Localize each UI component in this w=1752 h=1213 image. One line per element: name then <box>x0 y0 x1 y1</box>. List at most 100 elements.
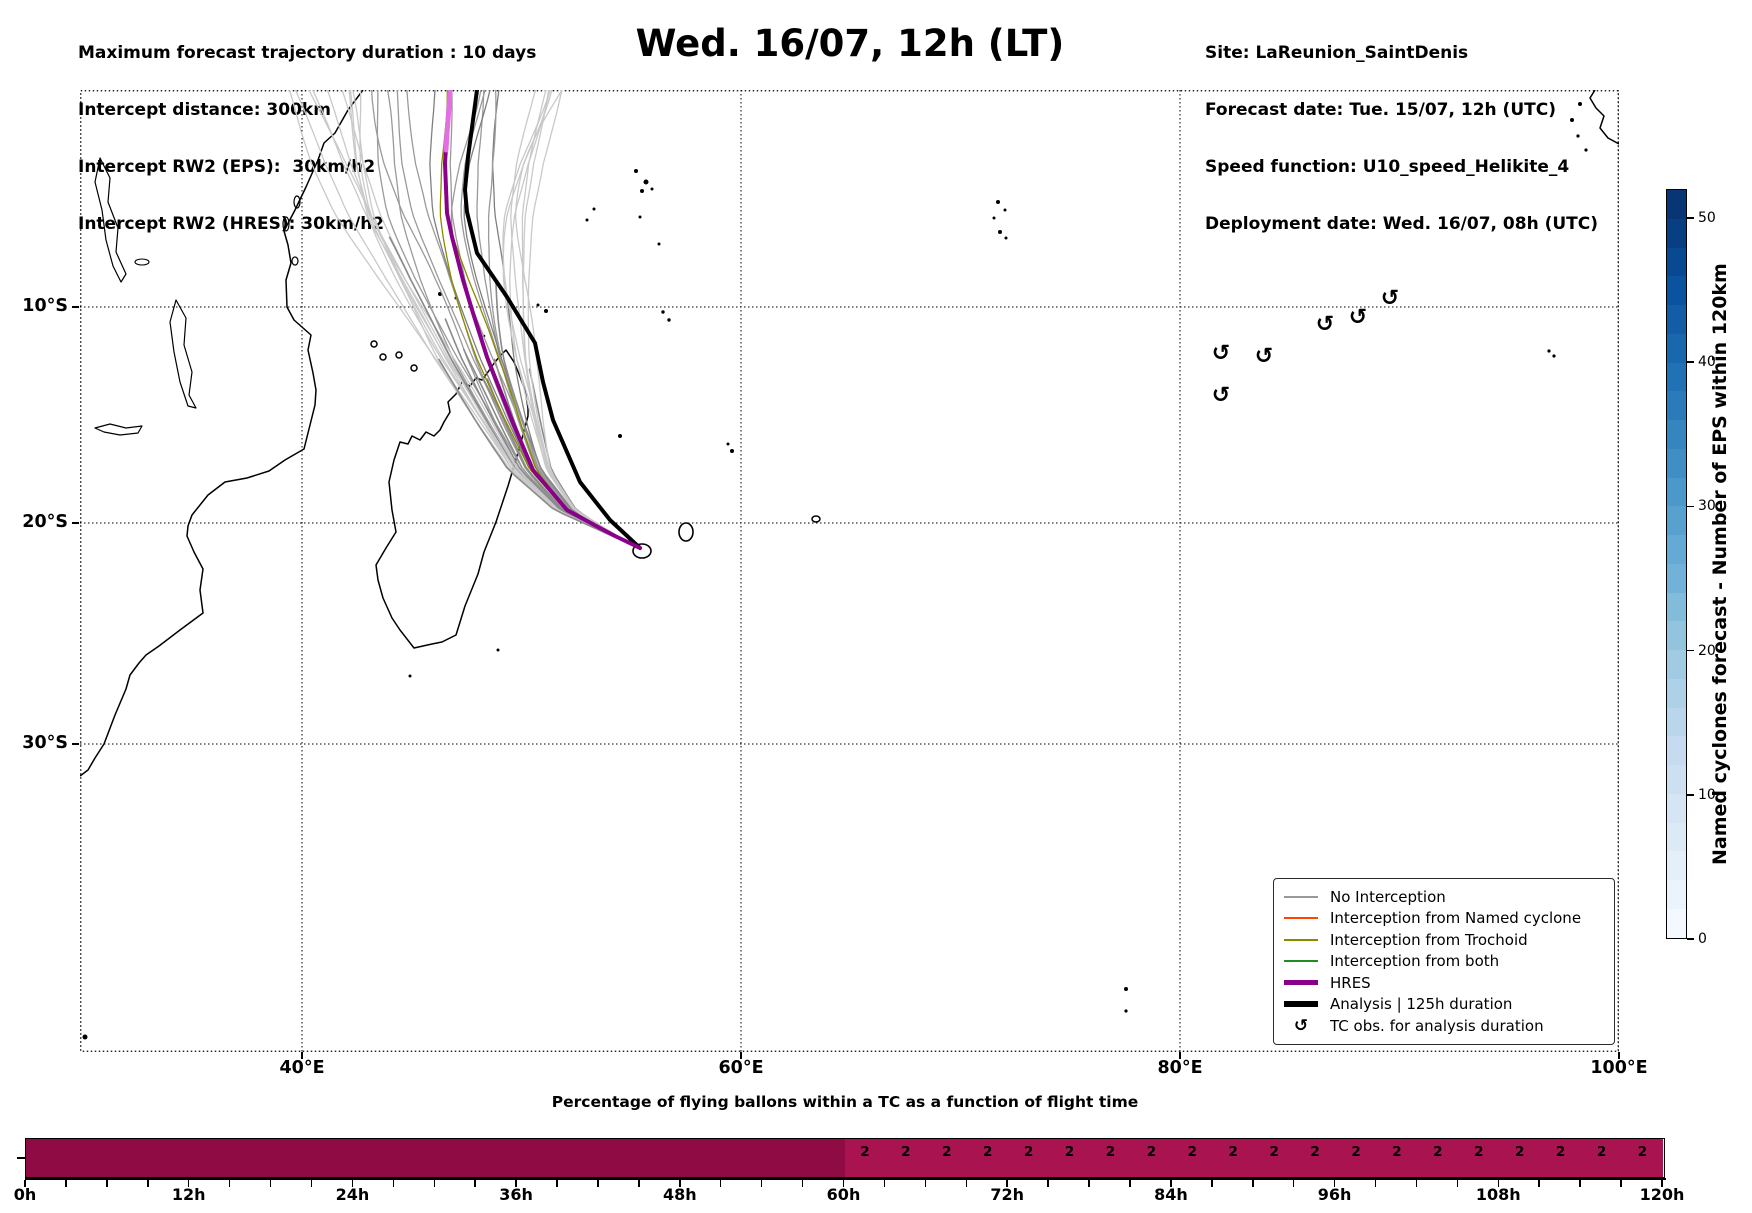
legend-line-swatch <box>1284 917 1318 920</box>
bar-chart-minor-tick <box>515 1180 517 1187</box>
bar-chart-minor-tick <box>1129 1180 1131 1187</box>
lon-tick <box>1618 1052 1620 1059</box>
analysis-trajectory <box>463 90 642 550</box>
info-deployment-date: Deployment date: Wed. 16/07, 08h (UTC) <box>1205 214 1599 234</box>
bar-chart-minor-tick <box>147 1180 149 1187</box>
islet-dot <box>730 449 734 453</box>
islet-dot <box>536 303 540 307</box>
islet-dot <box>585 218 589 222</box>
map-panel: ↺ ↺ ↺ ↺ ↺ ↺ No Interception Interception from … <box>80 90 1619 1052</box>
colorbar-label: Named cyclones forecast - Number of EPS … <box>1709 263 1731 865</box>
bar-bin: 2 <box>1187 1144 1198 1160</box>
bar-bin: 2 <box>1228 1144 1238 1160</box>
ensemble-trajectory-ended <box>462 348 641 549</box>
legend-item: Analysis | 125h duration <box>1284 994 1604 1016</box>
colorbar-step <box>1667 218 1686 248</box>
bar-bin <box>640 1139 681 1177</box>
bar-chart-minor-tick <box>1579 1180 1581 1187</box>
bar-chart-x-tick-label: 84h <box>1154 1185 1188 1204</box>
islet-dot <box>618 434 622 438</box>
ensemble-trajectory <box>341 90 641 549</box>
bar-bin: 2 <box>1637 1144 1648 1160</box>
islet-dot <box>634 169 638 173</box>
tc-obs-marker: ↺ <box>1381 286 1399 311</box>
colorbar-tick-label: 40 <box>1698 354 1716 371</box>
bar-chart-minor-tick <box>842 1180 845 1187</box>
colorbar-step <box>1667 420 1686 449</box>
legend-item: Interception from both <box>1284 951 1604 973</box>
colorbar-step <box>1667 362 1686 392</box>
bar-chart-minor-tick <box>65 1180 67 1187</box>
bar-chart-minor-tick <box>760 1180 763 1187</box>
colorbar-step <box>1667 391 1686 420</box>
bar-chart-minor-tick <box>719 1180 722 1187</box>
bar-chart-minor-tick <box>1088 1180 1090 1187</box>
bar-chart-x-tick-label: 60h <box>826 1185 861 1204</box>
bar-chart-minor-tick <box>392 1180 395 1187</box>
islet-dot <box>643 179 649 185</box>
islet-dot <box>638 215 642 219</box>
islet-dot <box>661 310 665 314</box>
bar-bin: 2 <box>1023 1144 1034 1160</box>
legend-item: Interception from Named cyclone <box>1284 908 1604 930</box>
bar-chart-minor-tick <box>106 1180 108 1187</box>
colorbar-step <box>1667 247 1686 277</box>
lake-cahora-bassa <box>94 423 143 436</box>
colorbar <box>1666 189 1687 939</box>
lake-tanganyika <box>94 157 127 283</box>
colorbar-tick <box>1687 794 1694 796</box>
param-intercept-distance: Intercept distance: 300km <box>78 100 331 120</box>
bar-chart-minor-tick <box>638 1180 640 1187</box>
colorbar-step <box>1667 736 1686 765</box>
legend-item: ↺ TC obs. for analysis duration <box>1284 1015 1604 1037</box>
bar-bin <box>763 1139 804 1177</box>
lat-tick <box>72 522 79 524</box>
island-rodrigues <box>811 515 821 523</box>
colorbar-step <box>1667 190 1686 219</box>
bar-bin <box>272 1139 313 1177</box>
islet-dot <box>1547 349 1551 353</box>
bar-bin <box>435 1139 476 1177</box>
bar-bin <box>108 1139 149 1177</box>
colorbar-tick-label: 50 <box>1698 209 1716 226</box>
colorbar-step <box>1667 650 1686 679</box>
islet-dot <box>998 230 1002 234</box>
bar-chart-minor-tick <box>269 1180 272 1187</box>
islet-dot <box>650 187 654 191</box>
legend-line-swatch <box>1284 938 1318 941</box>
bar-bin <box>558 1139 599 1177</box>
info-site: Site: LaReunion_SaintDenis <box>1205 43 1469 63</box>
island-comoros <box>370 340 378 348</box>
bar-chart-minor-tick <box>1415 1180 1418 1187</box>
legend-item: Interception from Trochoid <box>1284 929 1604 951</box>
colorbar-step <box>1667 305 1686 334</box>
tc-obs-marker: ↺ <box>1212 341 1230 366</box>
lon-tick <box>740 1052 742 1059</box>
bar-bin: 2 <box>1392 1144 1402 1160</box>
colorbar-step <box>1667 563 1686 593</box>
bar-chart-minor-tick <box>556 1180 558 1187</box>
colorbar-step <box>1667 535 1686 564</box>
info-speed-function: Speed function: U10_speed_Helikite_4 <box>1205 157 1570 177</box>
bar-chart-x-tick-label: 24h <box>335 1185 370 1204</box>
bar-chart-minor-tick <box>1497 1180 1500 1187</box>
colorbar-step <box>1667 793 1686 823</box>
legend-item: No Interception <box>1284 886 1604 908</box>
legend-line-swatch <box>1284 895 1318 898</box>
tc-obs-marker: ↺ <box>1212 383 1230 408</box>
legend-item: HRES <box>1284 972 1604 994</box>
island-comoros <box>379 353 387 361</box>
bar-chart-minor-tick <box>1252 1180 1254 1187</box>
bar-chart-minor-tick <box>24 1180 26 1187</box>
bar-bin <box>599 1139 640 1177</box>
bar-chart-minor-tick <box>228 1180 231 1187</box>
bar-chart-title: Percentage of flying ballons within a TC… <box>551 1093 1139 1111</box>
colorbar-step <box>1667 333 1686 363</box>
bar-bin: 2 <box>942 1144 952 1160</box>
ensemble-trajectory-ended <box>438 358 641 549</box>
colorbar-tick <box>1687 217 1694 219</box>
bar-chart-minor-tick <box>474 1180 476 1187</box>
islet-dot <box>726 442 730 446</box>
bar-bin <box>67 1139 108 1177</box>
bar-bin <box>353 1139 394 1177</box>
